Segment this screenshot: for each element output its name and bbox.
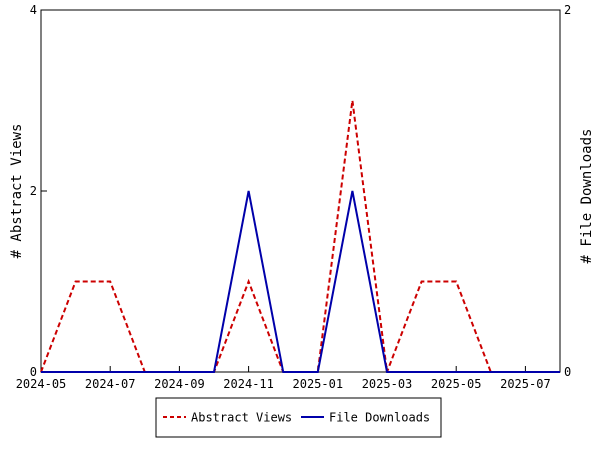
legend-label-file-downloads: File Downloads [329, 411, 430, 425]
x-tick-label: 2025-05 [431, 377, 482, 391]
plot-area [40, 9, 561, 373]
y-axis-right-label: # File Downloads [579, 129, 595, 264]
y-right-tick-label: 2 [564, 3, 571, 17]
x-tick-label: 2024-11 [223, 377, 274, 391]
legend-label-abstract-views: Abstract Views [191, 411, 292, 425]
legend: Abstract Views File Downloads [155, 397, 442, 438]
x-tick-label: 2025-07 [500, 377, 551, 391]
series-line-file-downloads [41, 190, 560, 373]
y-right-tick-label: 0 [564, 365, 571, 379]
y-left-tick-label: 4 [30, 3, 37, 17]
y-axis-left-label: # Abstract Views [9, 124, 25, 259]
x-tick-label: 2024-05 [16, 377, 67, 391]
ticks-layer: 2024-05 2024-07 2024-09 2024-11 2025-01 2025-… [16, 3, 572, 391]
x-tick-label: 2025-01 [293, 377, 344, 391]
x-tick-label: 2024-07 [85, 377, 136, 391]
x-tick-label: 2025-03 [362, 377, 413, 391]
series-layer [40, 100, 560, 373]
y-left-tick-label: 2 [30, 184, 37, 198]
y-left-tick-label: 0 [30, 365, 37, 379]
x-tick-label: 2024-09 [154, 377, 205, 391]
legend-box [155, 397, 442, 438]
